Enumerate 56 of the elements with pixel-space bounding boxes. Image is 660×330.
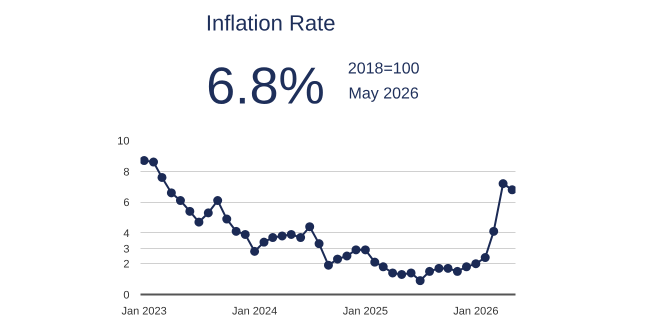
point (378, 262, 388, 272)
y-tick-label: 3 (123, 243, 130, 256)
text: May 2026 (348, 86, 419, 102)
point (324, 260, 333, 270)
point (444, 264, 453, 273)
point (240, 230, 250, 239)
point (462, 262, 471, 272)
point (157, 172, 166, 182)
point (194, 218, 204, 227)
point (204, 208, 213, 218)
point (452, 266, 462, 276)
point (278, 231, 287, 240)
point (232, 226, 241, 236)
point (416, 276, 425, 286)
y-tick-label: 8 (123, 166, 130, 178)
point (185, 206, 194, 216)
point (140, 156, 149, 166)
x-tick-label: Jan 2026 (453, 306, 498, 318)
point (268, 233, 278, 242)
point (259, 238, 268, 247)
point (296, 233, 306, 242)
point (480, 253, 490, 262)
x-tick-label: Jan 2024 (232, 306, 278, 318)
point (360, 245, 370, 254)
y-tick-label: 0 (123, 290, 130, 302)
point (333, 254, 342, 264)
y-tick-label: 10 (117, 136, 130, 148)
point (176, 196, 185, 206)
chart-title: Inflation Rate (206, 10, 336, 36)
point (286, 230, 296, 239)
x-tick-label: Jan 2025 (342, 306, 388, 318)
x-tick-label: Jan 2023 (122, 306, 167, 318)
point (250, 246, 260, 256)
point (397, 270, 406, 279)
point (434, 264, 444, 273)
point (425, 266, 434, 276)
point (471, 259, 480, 268)
point (213, 196, 222, 206)
point (342, 252, 352, 260)
y-tick-label: 6 (123, 197, 130, 210)
point (222, 214, 232, 224)
point (305, 222, 314, 232)
text: 2018=100 (348, 60, 420, 78)
y-tick-label: 4 (123, 228, 130, 240)
point (489, 226, 498, 236)
point (351, 245, 360, 254)
point (388, 268, 398, 278)
y-tick-label: 2 (123, 258, 130, 271)
text: 6.8% (206, 58, 325, 116)
point (406, 268, 416, 278)
point (149, 158, 158, 167)
point (314, 239, 324, 248)
point (498, 179, 508, 188)
point (166, 188, 176, 198)
point (370, 258, 380, 267)
point (508, 185, 516, 194)
